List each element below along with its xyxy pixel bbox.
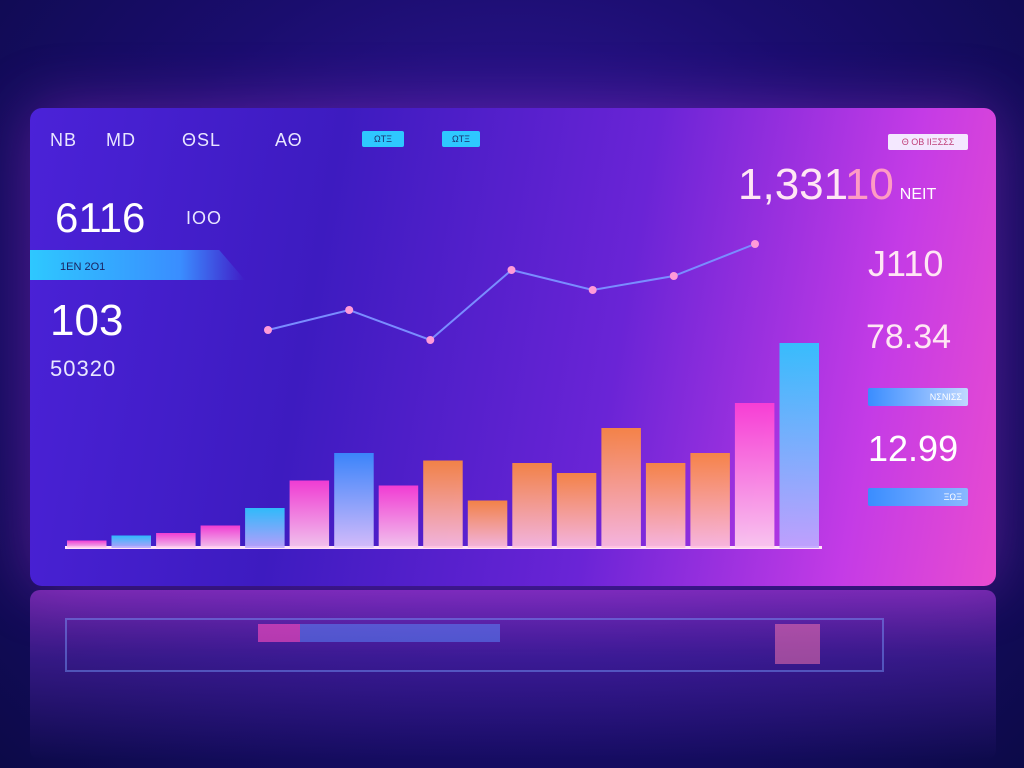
chart-line-point — [345, 306, 354, 314]
chart-bar — [334, 453, 374, 548]
header-right-badge: Θ ΟΒ ΙΙΞΣΣΣ — [888, 134, 968, 150]
chart-bar — [423, 460, 463, 548]
chart-bar — [111, 535, 151, 548]
chart-line-point — [588, 286, 597, 294]
header-item-md[interactable]: MD — [106, 130, 136, 150]
chart-bar — [467, 500, 508, 548]
metric-1-value: 6116 — [55, 194, 146, 241]
chart-bar — [245, 508, 285, 548]
chart-bar — [734, 403, 775, 548]
reflection-bar — [258, 624, 300, 642]
chart-bar — [556, 473, 597, 548]
header-item-4[interactable]: ΑΘ — [275, 130, 303, 150]
panel-reflection — [30, 590, 996, 760]
chart-line-point — [751, 240, 759, 248]
chart-bar — [200, 525, 241, 548]
chart-bar — [779, 343, 819, 548]
metric-value-4: 12.99 — [868, 428, 959, 469]
chart-bar — [289, 480, 330, 548]
metric-1-unit: ΙΟΟ — [186, 208, 223, 228]
top-metric-value: 1,33110 ΝΕΙΤ — [738, 160, 937, 209]
chart-line-point — [669, 272, 678, 280]
chart-line-point — [264, 326, 272, 334]
reflection-bar — [775, 624, 820, 664]
metric-2-value: 103 — [50, 296, 124, 345]
header-item-3[interactable]: ΘSL — [182, 130, 222, 150]
reflection-bar — [300, 624, 500, 642]
chart-bar — [601, 428, 641, 548]
chart-bar — [690, 453, 730, 548]
header-item-nb[interactable]: NB — [50, 130, 78, 150]
chart-bar — [378, 485, 419, 548]
metric-value-2: J110 — [868, 243, 944, 284]
left-banner — [30, 250, 245, 280]
badge-1: ΝΣΝΙΣΣ — [868, 388, 968, 406]
chart-bar — [67, 540, 107, 548]
chart-bar — [645, 463, 686, 548]
badge-2: ΞΩΞ — [868, 488, 968, 506]
chart-bar — [512, 463, 552, 548]
metric-2-sub: 50320 — [50, 356, 117, 381]
chart-line-point — [507, 266, 516, 274]
chart-line — [267, 243, 756, 342]
metric-value-3: 78.34 — [866, 318, 952, 356]
header-chip-2[interactable]: ΩΤΞ — [442, 131, 480, 147]
reflection-frame — [65, 618, 884, 672]
chart-line-point — [426, 336, 435, 344]
left-banner-label: 1ΕΝ 2Ο1 — [60, 261, 106, 273]
header-chip-1[interactable]: ΩΤΞ — [362, 131, 404, 147]
chart-bar — [156, 533, 196, 548]
